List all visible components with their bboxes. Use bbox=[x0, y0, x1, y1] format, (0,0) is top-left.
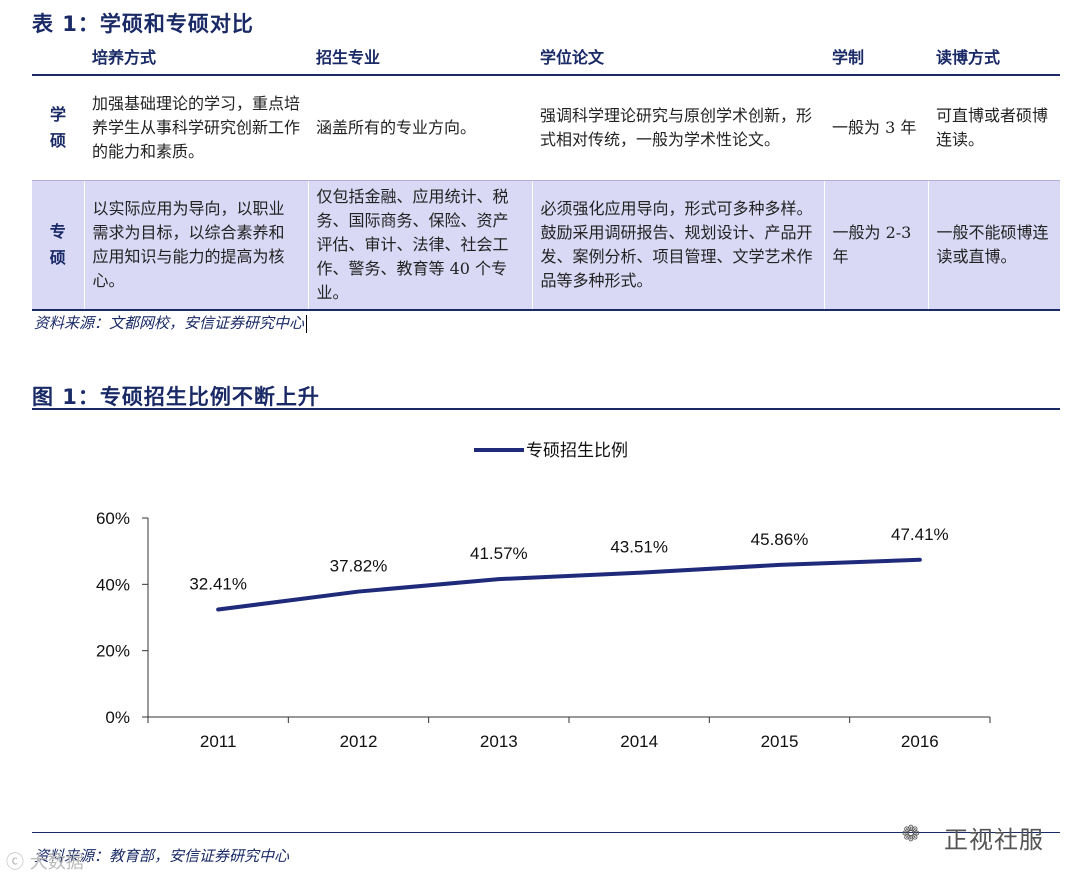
text-cursor bbox=[306, 315, 308, 333]
data-label: 43.51% bbox=[610, 538, 668, 557]
header-cell: 读博方式 bbox=[928, 42, 1060, 76]
series-line-专硕招生比例 bbox=[216, 557, 922, 612]
figure-title-rule bbox=[32, 408, 1060, 410]
y-tick-label: 60% bbox=[96, 509, 130, 528]
x-tick-label: 2011 bbox=[200, 732, 237, 751]
x-tick-label: 2013 bbox=[480, 732, 518, 751]
table-cell: 仅包括金融、应用统计、税务、国际商务、保险、资产评估、审计、法律、社会工作、警务… bbox=[307, 180, 532, 311]
chart-series: 32.41% 37.82% 41.57% 43.51% 45.86% 47.41% bbox=[189, 525, 949, 612]
header-cell: 学制 bbox=[824, 42, 928, 76]
data-label: 45.86% bbox=[751, 530, 809, 549]
watermark-text: 正视社服 bbox=[944, 826, 1044, 854]
line-chart: 专硕招生比例 0% 20% 40% 60% 2011 2012 2013 2014 2015 20… bbox=[96, 441, 991, 751]
row-label: 学 硕 bbox=[49, 105, 66, 150]
x-tick-label: 2014 bbox=[620, 732, 658, 751]
table-cell: 必须强化应用导向，形式可多种多样。鼓励采用调研报告、规划设计、产品开发、案例分析… bbox=[531, 180, 824, 311]
y-tick-label: 40% bbox=[96, 575, 130, 594]
header-cell: 学位论文 bbox=[532, 42, 824, 76]
y-tick-label: 20% bbox=[96, 642, 130, 661]
comparison-table: 培养方式 招生专业 学位论文 学制 读博方式 学 硕 加强基础理论的学习，重点培… bbox=[32, 42, 1060, 311]
header-cell: 招生专业 bbox=[308, 42, 532, 76]
header-corner bbox=[32, 42, 84, 76]
chart-legend: 专硕招生比例 bbox=[474, 441, 628, 460]
x-tick-label: 2016 bbox=[901, 732, 939, 751]
figure-bottom-rule bbox=[32, 832, 1060, 833]
figure-title: 图 1：专硕招生比例不断上升 bbox=[32, 385, 320, 409]
table-cell: 以实际应用为导向，以职业需求为目标，以综合素养和应用知识与能力的提高为核心。 bbox=[83, 180, 308, 311]
wechat-icon: ❁ bbox=[901, 822, 920, 847]
table-source-text: 资料来源：文都网校，安信证券研究中心 bbox=[34, 314, 305, 332]
chart-axes: 0% 20% 40% 60% 2011 2012 2013 2014 2015 2016 bbox=[96, 509, 991, 751]
row-label: 专 硕 bbox=[32, 180, 84, 311]
table-source: 资料来源：文都网校，安信证券研究中心 bbox=[34, 312, 308, 333]
table-cell: 涵盖所有的专业方向。 bbox=[316, 118, 477, 137]
table-title: 表 1：学硕和专硕对比 bbox=[32, 12, 254, 36]
y-tick-label: 0% bbox=[105, 708, 130, 727]
table-cell: 一般为 2-3 年 bbox=[823, 180, 928, 311]
table-cell: 一般为 3 年 bbox=[832, 118, 917, 137]
data-label: 41.57% bbox=[470, 544, 528, 563]
table-cell: 强调科学理论研究与原创学术创新，形式相对传统，一般为学术性论文。 bbox=[540, 106, 813, 149]
x-tick-label: 2015 bbox=[761, 732, 799, 751]
table-header-row: 培养方式 招生专业 学位论文 学制 读博方式 bbox=[32, 42, 1060, 76]
table-row: 学 硕 加强基础理论的学习，重点培养学生从事科学研究创新工作的能力和素质。 涵盖… bbox=[32, 75, 1060, 181]
figure-source: 资料来源：教育部，安信证券研究中心 bbox=[34, 847, 290, 865]
table-cell: 一般不能硕博连读或直博。 bbox=[927, 180, 1060, 311]
data-label: 47.41% bbox=[891, 525, 949, 544]
table-cell: 加强基础理论的学习，重点培养学生从事科学研究创新工作的能力和素质。 bbox=[92, 94, 301, 161]
data-label: 32.41% bbox=[189, 575, 247, 594]
watermark-left: ⓒ 大数据 bbox=[6, 852, 84, 873]
data-label: 37.82% bbox=[330, 557, 388, 576]
x-tick-label: 2012 bbox=[340, 732, 378, 751]
table-row: 专 硕 以实际应用为导向，以职业需求为目标，以综合素养和应用知识与能力的提高为核… bbox=[32, 180, 1060, 311]
legend-label: 专硕招生比例 bbox=[526, 441, 628, 460]
header-cell: 培养方式 bbox=[84, 42, 308, 76]
table-cell: 可直博或者硕博连读。 bbox=[936, 106, 1049, 149]
